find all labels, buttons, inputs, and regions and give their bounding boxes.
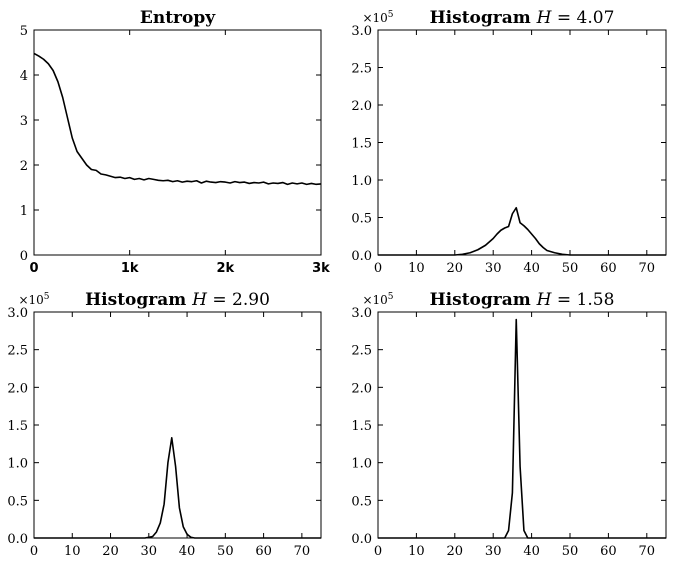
series-line [33, 52, 322, 186]
x-tick-label: 70 [639, 261, 656, 276]
x-tick-label: 0 [29, 261, 38, 276]
x-tick-label: 30 [485, 261, 502, 276]
x-tick-label: 60 [600, 544, 617, 559]
y-tick-label: 2.0 [351, 99, 372, 114]
x-tick-label: 30 [141, 544, 158, 559]
x-tick-label: 3k [312, 261, 330, 276]
y-tick-label: 1.5 [351, 137, 372, 152]
chart-title: Entropy [140, 8, 216, 28]
x-tick-label: 10 [64, 544, 81, 559]
x-tick-label: 20 [447, 544, 464, 559]
y-tick-label: 0.0 [351, 249, 372, 264]
plot-frame [33, 29, 322, 256]
x-tick-label: 30 [485, 544, 502, 559]
x-tick-label: 20 [447, 261, 464, 276]
x-tick-label: 50 [562, 261, 579, 276]
y-tick-label: 0.5 [7, 494, 28, 509]
y-tick-label: 2.0 [351, 381, 372, 396]
y-multiplier: ×105 [362, 10, 393, 25]
y-tick-label: 3 [20, 114, 28, 129]
chart-entropy: Entropy 0 1k 2k 3k 0 1 2 3 4 5 [20, 8, 330, 276]
y-tick-label: 0.5 [351, 494, 372, 509]
chart-title: Histogram H = 2.90 [85, 290, 270, 310]
y-tick-label: 5 [20, 24, 28, 39]
x-tick-label: 40 [523, 261, 540, 276]
x-tick-label: 40 [179, 544, 196, 559]
chart-hist-3: Histogram H = 1.58 0 10 20 30 40 50 60 70 0.0 0.5 1… [351, 290, 667, 559]
y-tick-label: 0.5 [351, 212, 372, 227]
y-tick-label: 2.5 [351, 62, 372, 77]
x-tick-label: 10 [408, 261, 425, 276]
x-tick-label: 0 [30, 544, 38, 559]
chart-hist-1: Histogram H = 4.07 0 10 20 30 40 50 60 70 0.0 0.5 1… [351, 8, 667, 276]
x-tick-label: 40 [523, 544, 540, 559]
series-line [378, 318, 666, 539]
plot-frame [33, 311, 322, 539]
y-tick-label: 0 [20, 249, 28, 264]
y-multiplier: ×105 [362, 292, 393, 307]
x-tick-label: 10 [408, 544, 425, 559]
x-tick-label: 1k [121, 261, 139, 276]
x-tick-label: 50 [562, 544, 579, 559]
y-tick-label: 1.0 [7, 457, 28, 472]
series-line [34, 437, 321, 539]
plot-frame [377, 29, 667, 256]
chart-hist-2: Histogram H = 2.90 0 10 20 30 40 50 60 70 0.0 0.5 1… [7, 290, 322, 559]
y-tick-label: 1.0 [351, 457, 372, 472]
x-tick-label: 20 [102, 544, 119, 559]
y-multiplier: ×105 [18, 292, 49, 307]
x-tick-label: 50 [217, 544, 234, 559]
chart-title: Histogram H = 1.58 [430, 290, 615, 310]
y-tick-label: 1.5 [351, 419, 372, 434]
y-tick-label: 2.5 [351, 344, 372, 359]
x-tick-label: 0 [374, 261, 382, 276]
x-tick-label: 0 [374, 544, 382, 559]
x-tick-label: 2k [216, 261, 234, 276]
x-tick-label: 70 [294, 544, 311, 559]
y-tick-label: 4 [20, 69, 28, 84]
chart-title: Histogram H = 4.07 [430, 8, 615, 28]
y-tick-label: 1.0 [351, 174, 372, 189]
y-tick-label: 1.5 [7, 419, 28, 434]
y-tick-label: 3.0 [351, 306, 372, 321]
y-tick-label: 2.0 [7, 381, 28, 396]
x-tick-label: 60 [255, 544, 272, 559]
y-tick-label: 0.0 [351, 532, 372, 547]
y-tick-label: 3.0 [351, 24, 372, 39]
series-line [378, 206, 666, 256]
y-tick-label: 0.0 [7, 532, 28, 547]
y-tick-label: 1 [20, 204, 28, 219]
x-tick-label: 70 [639, 544, 656, 559]
x-tick-label: 60 [600, 261, 617, 276]
y-tick-label: 2 [20, 159, 28, 174]
y-tick-label: 2.5 [7, 344, 28, 359]
y-tick-label: 3.0 [7, 306, 28, 321]
